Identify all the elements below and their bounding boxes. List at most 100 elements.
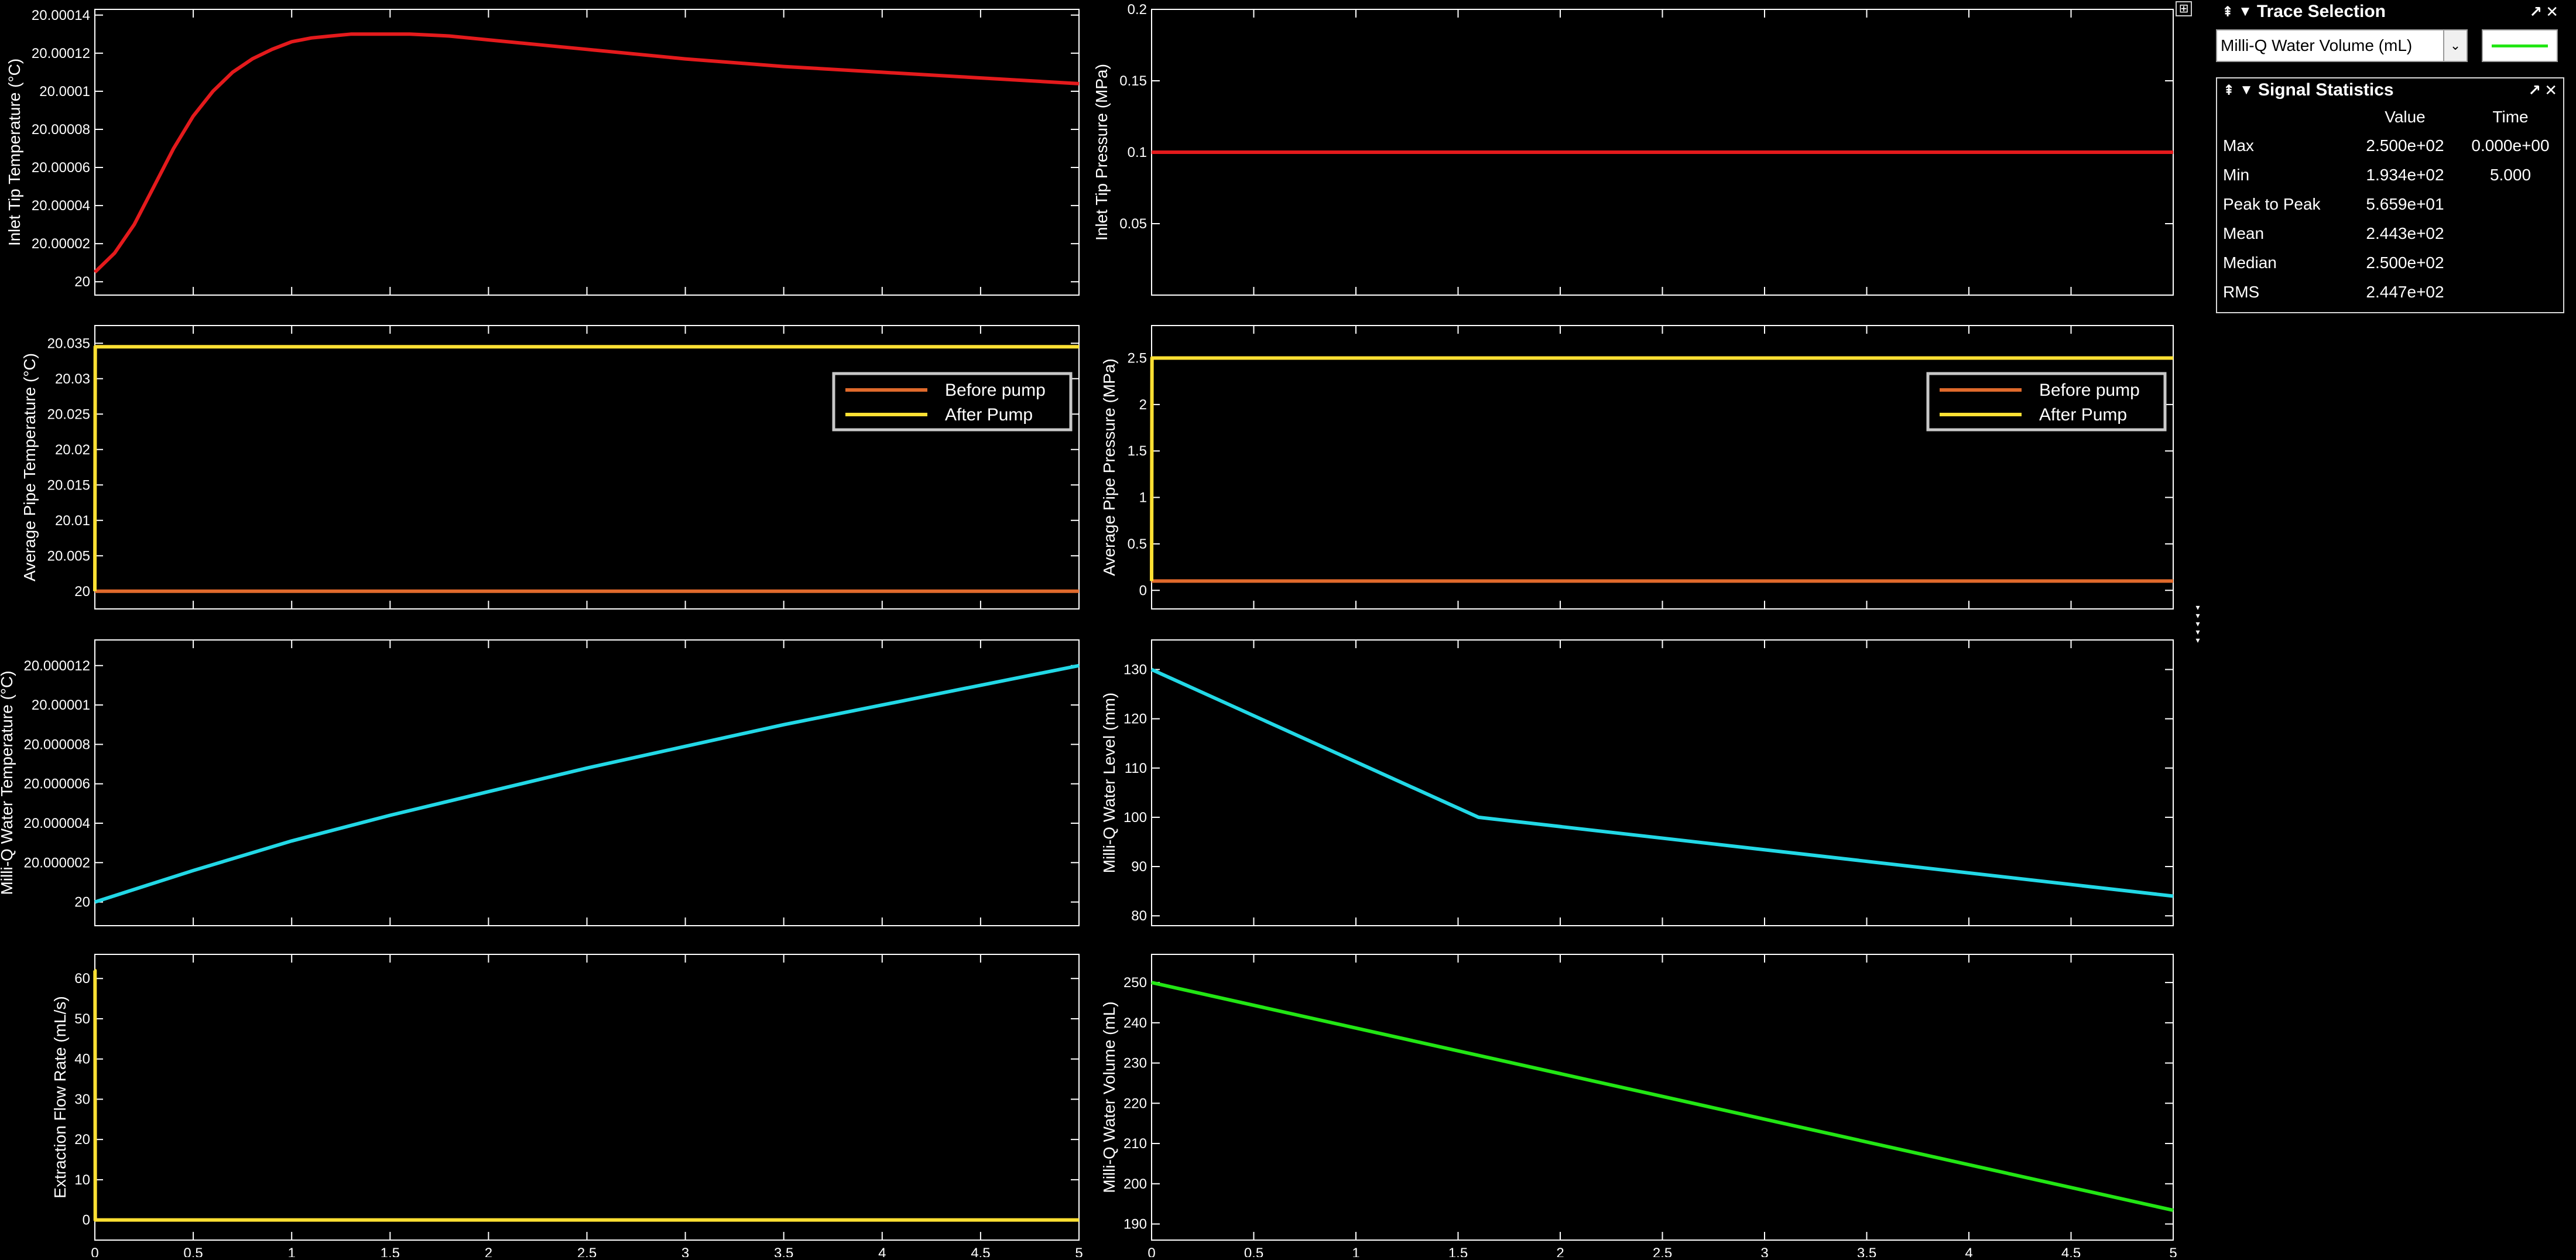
axes-frame [94, 954, 1080, 1241]
trace-selection-header: ⇞ ▼ Trace Selection ↗ ✕ [2216, 0, 2564, 23]
trace-selection-panel: ⇞ ▼ Trace Selection ↗ ✕ Milli-Q Water Vo… [2216, 0, 2564, 66]
chart-extraction-flow-rate: 0 0.5 1 1.5 2 2.5 3 3.5 4 4.5 50102030405060Extrac… [51, 954, 1083, 1260]
table-row: RMS 2.447e+02 [2217, 278, 2563, 307]
y-tick-label: 130 [1123, 662, 1147, 677]
y-tick-label: 20.00008 [32, 122, 90, 138]
y-tick-label: 2 [1139, 397, 1147, 413]
x-tick-label: 4 [1965, 1245, 1972, 1257]
x-tick-label: 1.5 [381, 1245, 400, 1257]
y-tick-label: 20 [74, 584, 90, 600]
table-row: Min 1.934e+02 5.000 [2217, 160, 2563, 190]
y-tick-label: 20.0001 [39, 84, 90, 100]
x-tick-label: 3 [681, 1245, 689, 1257]
axes-frame [1151, 325, 2174, 610]
x-tick-label: 4.5 [2061, 1245, 2081, 1257]
statistic-time[interactable]: 0.000e+00 [2471, 136, 2550, 155]
series-line [1150, 356, 2173, 581]
x-tick-label: 1.5 [1448, 1245, 1468, 1257]
table-row: Mean 2.443e+02 [2217, 219, 2563, 248]
y-tick-label: 210 [1123, 1136, 1147, 1152]
y-axis-label: Milli-Q Water Temperature (°C) [0, 670, 16, 895]
statistics-empty-header [2217, 103, 2352, 131]
y-tick-label: 220 [1123, 1095, 1147, 1111]
statistic-time [2458, 190, 2563, 219]
undock-icon[interactable]: ↗ [2528, 81, 2541, 99]
trace-select-dropdown[interactable]: Milli-Q Water Volume (mL) ⌄ [2216, 29, 2468, 62]
x-tick-label: 0.5 [1244, 1245, 1263, 1257]
x-tick-label: 2.5 [577, 1245, 597, 1257]
legend-label: After Pump [2039, 405, 2127, 424]
plot-grid: 20 20.00002 20.00004 20.00006 20.00008 20.000… [0, 2, 2177, 1260]
x-tick-label: 0 [91, 1245, 98, 1257]
statistic-label: Median [2223, 254, 2277, 272]
series-line [1150, 667, 2174, 898]
chart-inlet-tip-temperature: 20 20.00002 20.00004 20.00006 20.00008 20.000… [5, 8, 1080, 296]
y-axis-label: Extraction Flow Rate (mL/s) [51, 996, 69, 1198]
undock-icon[interactable]: ⇞ [2223, 82, 2235, 98]
x-tick-label: 5 [2169, 1245, 2177, 1257]
y-tick-label: 240 [1123, 1015, 1147, 1031]
collapse-arrow-icon[interactable]: ▼ [2239, 82, 2253, 98]
y-tick-label: 0 [83, 1213, 90, 1228]
statistics-column-header: Value [2385, 108, 2426, 126]
close-icon[interactable]: ✕ [2546, 2, 2558, 20]
y-tick-label: 20.00014 [32, 8, 90, 23]
series-line [93, 345, 1079, 591]
y-tick-label: 0.2 [1128, 2, 1147, 18]
y-tick-label: 10 [74, 1172, 90, 1188]
legend-label: After Pump [945, 405, 1033, 424]
y-tick-label: 90 [1131, 859, 1147, 875]
splitter-handle[interactable]: ▾ ▾ ▾ ▾ ▾ [2195, 602, 2200, 645]
y-tick-label: 20.00002 [32, 236, 90, 252]
y-tick-label: 200 [1123, 1176, 1147, 1192]
series-line [93, 968, 1079, 1222]
x-tick-label: 5 [1075, 1245, 1083, 1257]
y-tick-label: 0.15 [1119, 73, 1147, 89]
undock-icon[interactable]: ↗ [2529, 2, 2543, 20]
x-tick-label: 2.5 [1653, 1245, 1672, 1257]
y-tick-label: 120 [1123, 711, 1147, 727]
statistic-time [2458, 219, 2563, 248]
statistic-label: Mean [2223, 224, 2265, 242]
y-tick-label: 20.03 [55, 371, 90, 387]
x-tick-label: 2 [1556, 1245, 1564, 1257]
y-axis-label: Average Pipe Pressure (MPa) [1100, 358, 1118, 576]
series-line [94, 663, 1080, 904]
y-tick-label: 20.005 [47, 548, 90, 564]
y-tick-label: 20 [74, 274, 90, 290]
chart-inlet-tip-pressure: 0.05 0.1 0.15 0.2 Inlet Tip Pressure (MPa) [1092, 2, 2174, 296]
trace-selection-row: Milli-Q Water Volume (mL) ⌄ [2216, 29, 2564, 62]
table-row: Peak to Peak 5.659e+01 [2217, 190, 2563, 219]
signal-statistics-title: Signal Statistics [2258, 80, 2394, 100]
x-tick-label: 1 [288, 1245, 296, 1257]
statistic-value: 1.934e+02 [2366, 166, 2444, 184]
legend-box [1926, 372, 2167, 432]
statistic-label: Max [2223, 136, 2254, 155]
collapse-arrow-icon[interactable]: ▼ [2238, 4, 2252, 19]
y-tick-label: 20.000004 [24, 816, 90, 831]
statistic-time[interactable]: 5.000 [2489, 166, 2532, 184]
statistic-label: Min [2223, 166, 2250, 184]
y-tick-label: 20.000006 [24, 776, 90, 792]
signal-statistics-header: ⇞ ▼ Signal Statistics ↗ ✕ [2217, 78, 2563, 102]
y-tick-label: 0.5 [1128, 536, 1147, 552]
x-tick-label: 4 [878, 1245, 886, 1257]
close-icon[interactable]: ✕ [2544, 81, 2557, 99]
y-axis-label: Inlet Tip Pressure (MPa) [1092, 64, 1111, 241]
y-tick-label: 250 [1123, 975, 1147, 991]
y-tick-label: 20.01 [55, 513, 90, 529]
table-row: Median 2.500e+02 [2217, 248, 2563, 278]
undock-icon[interactable]: ⇞ [2222, 4, 2234, 20]
chart-average-pipe-pressure: 0 0.5 1 1.5 2 2.5 Average Pipe Pressure (MPa) B… [1100, 325, 2174, 610]
charts-canvas: 2020.0000220.0000420.0000620.0000820.000… [0, 2, 2177, 1260]
y-tick-label: 20.015 [47, 477, 90, 493]
chevron-down-icon[interactable]: ⌄ [2443, 30, 2467, 61]
expand-icon[interactable]: ⊞ [2176, 1, 2192, 16]
y-tick-label: 80 [1131, 908, 1147, 924]
x-tick-label: 0.5 [183, 1245, 203, 1257]
y-tick-label: 0 [1139, 583, 1147, 598]
statistic-value: 2.500e+02 [2366, 136, 2444, 155]
trace-color-swatch[interactable] [2482, 29, 2558, 62]
y-tick-label: 20.000012 [24, 658, 90, 674]
y-axis-label: Milli-Q Water Volume (mL) [1100, 1001, 1118, 1193]
